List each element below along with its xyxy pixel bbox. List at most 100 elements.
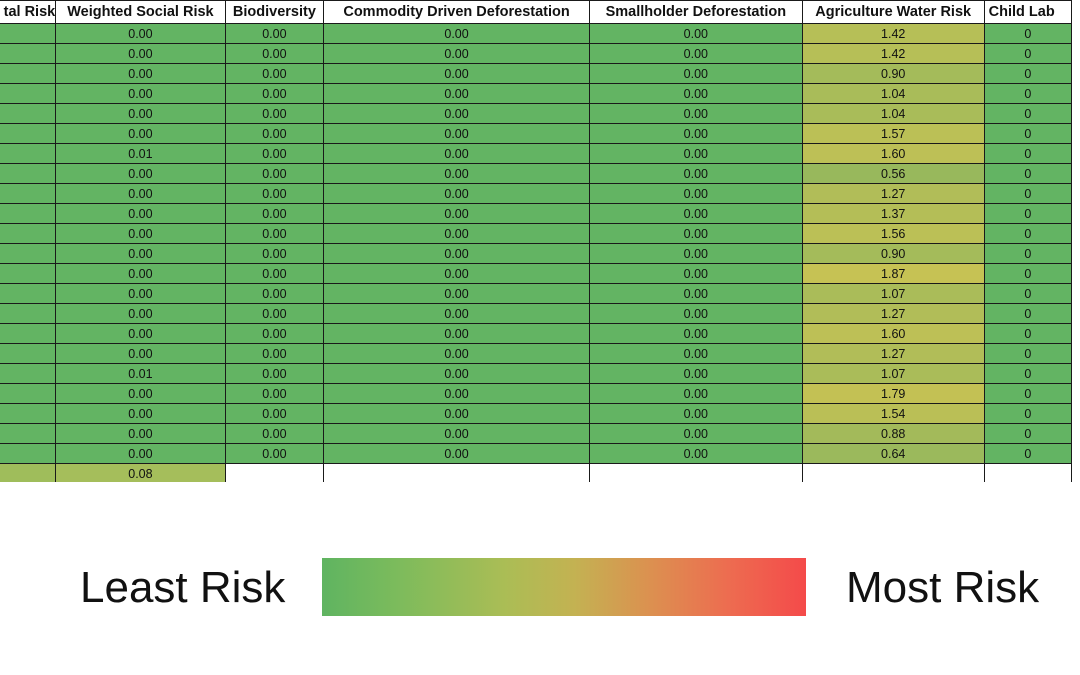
child-cell[interactable]: 0 <box>983 403 1073 424</box>
social-cell[interactable]: 0.00 <box>55 283 226 304</box>
water-cell[interactable]: 1.27 <box>801 183 985 204</box>
commodity-cell[interactable]: 0.00 <box>323 303 590 324</box>
env-risk-cell[interactable] <box>0 403 57 424</box>
child-cell[interactable]: 0 <box>983 103 1073 124</box>
env-risk-cell[interactable] <box>0 103 57 124</box>
commodity-cell[interactable]: 0.00 <box>323 383 590 404</box>
bio-cell[interactable]: 0.00 <box>224 143 325 164</box>
commodity-cell[interactable]: 0.00 <box>323 63 590 84</box>
bio-cell[interactable]: 0.00 <box>224 423 325 444</box>
bio-cell[interactable]: 0.00 <box>224 43 325 64</box>
commodity-cell[interactable]: 0.00 <box>323 43 590 64</box>
env-risk-cell[interactable] <box>0 163 57 184</box>
water-cell[interactable]: 0.56 <box>801 163 985 184</box>
child-cell[interactable]: 0 <box>983 343 1073 364</box>
smallholder-cell[interactable]: 0.00 <box>588 203 803 224</box>
smallholder-cell[interactable]: 0.00 <box>588 163 803 184</box>
water-cell[interactable]: 1.56 <box>801 223 985 244</box>
header-cell[interactable]: Agriculture Water Risk <box>801 0 985 24</box>
header-cell[interactable]: tal Risk <box>0 0 57 24</box>
smallholder-cell[interactable]: 0.00 <box>588 103 803 124</box>
child-cell[interactable]: 0 <box>983 23 1073 44</box>
env-risk-cell[interactable] <box>0 443 57 464</box>
water-cell[interactable]: 1.60 <box>801 143 985 164</box>
empty-cell[interactable] <box>983 463 1073 482</box>
commodity-cell[interactable]: 0.00 <box>323 123 590 144</box>
water-cell[interactable]: 1.57 <box>801 123 985 144</box>
smallholder-cell[interactable]: 0.00 <box>588 343 803 364</box>
env-risk-cell[interactable] <box>0 243 57 264</box>
social-cell[interactable]: 0.00 <box>55 443 226 464</box>
commodity-cell[interactable]: 0.00 <box>323 183 590 204</box>
child-cell[interactable]: 0 <box>983 363 1073 384</box>
smallholder-cell[interactable]: 0.00 <box>588 423 803 444</box>
water-cell[interactable]: 1.27 <box>801 343 985 364</box>
water-cell[interactable]: 1.42 <box>801 23 985 44</box>
env-risk-cell[interactable] <box>0 63 57 84</box>
commodity-cell[interactable]: 0.00 <box>323 443 590 464</box>
child-cell[interactable]: 0 <box>983 183 1073 204</box>
header-cell[interactable]: Smallholder Deforestation <box>588 0 803 24</box>
empty-cell[interactable] <box>588 463 803 482</box>
smallholder-cell[interactable]: 0.00 <box>588 123 803 144</box>
total-social-cell[interactable]: 0.08 <box>55 463 226 482</box>
bio-cell[interactable]: 0.00 <box>224 163 325 184</box>
bio-cell[interactable]: 0.00 <box>224 83 325 104</box>
smallholder-cell[interactable]: 0.00 <box>588 183 803 204</box>
env-risk-cell[interactable] <box>0 423 57 444</box>
social-cell[interactable]: 0.00 <box>55 323 226 344</box>
env-risk-cell[interactable] <box>0 203 57 224</box>
smallholder-cell[interactable]: 0.00 <box>588 403 803 424</box>
bio-cell[interactable]: 0.00 <box>224 123 325 144</box>
child-cell[interactable]: 0 <box>983 123 1073 144</box>
commodity-cell[interactable]: 0.00 <box>323 223 590 244</box>
child-cell[interactable]: 0 <box>983 323 1073 344</box>
smallholder-cell[interactable]: 0.00 <box>588 443 803 464</box>
env-risk-cell[interactable] <box>0 23 57 44</box>
bio-cell[interactable]: 0.00 <box>224 443 325 464</box>
commodity-cell[interactable]: 0.00 <box>323 283 590 304</box>
social-cell[interactable]: 0.00 <box>55 423 226 444</box>
child-cell[interactable]: 0 <box>983 163 1073 184</box>
env-risk-cell[interactable] <box>0 343 57 364</box>
social-cell[interactable]: 0.00 <box>55 383 226 404</box>
water-cell[interactable]: 0.64 <box>801 443 985 464</box>
commodity-cell[interactable]: 0.00 <box>323 403 590 424</box>
child-cell[interactable]: 0 <box>983 63 1073 84</box>
water-cell[interactable]: 1.37 <box>801 203 985 224</box>
bio-cell[interactable]: 0.00 <box>224 203 325 224</box>
commodity-cell[interactable]: 0.00 <box>323 23 590 44</box>
env-risk-cell[interactable] <box>0 303 57 324</box>
smallholder-cell[interactable]: 0.00 <box>588 83 803 104</box>
smallholder-cell[interactable]: 0.00 <box>588 283 803 304</box>
water-cell[interactable]: 1.60 <box>801 323 985 344</box>
child-cell[interactable]: 0 <box>983 83 1073 104</box>
smallholder-cell[interactable]: 0.00 <box>588 23 803 44</box>
commodity-cell[interactable]: 0.00 <box>323 203 590 224</box>
header-cell[interactable]: Biodiversity <box>224 0 325 24</box>
env-risk-cell[interactable] <box>0 143 57 164</box>
social-cell[interactable]: 0.00 <box>55 163 226 184</box>
smallholder-cell[interactable]: 0.00 <box>588 263 803 284</box>
bio-cell[interactable]: 0.00 <box>224 323 325 344</box>
env-risk-cell[interactable] <box>0 323 57 344</box>
smallholder-cell[interactable]: 0.00 <box>588 363 803 384</box>
bio-cell[interactable]: 0.00 <box>224 223 325 244</box>
env-risk-cell[interactable] <box>0 283 57 304</box>
social-cell[interactable]: 0.00 <box>55 103 226 124</box>
commodity-cell[interactable]: 0.00 <box>323 143 590 164</box>
bio-cell[interactable]: 0.00 <box>224 103 325 124</box>
water-cell[interactable]: 0.88 <box>801 423 985 444</box>
bio-cell[interactable]: 0.00 <box>224 63 325 84</box>
child-cell[interactable]: 0 <box>983 223 1073 244</box>
water-cell[interactable]: 1.79 <box>801 383 985 404</box>
bio-cell[interactable]: 0.00 <box>224 383 325 404</box>
social-cell[interactable]: 0.00 <box>55 83 226 104</box>
social-cell[interactable]: 0.00 <box>55 43 226 64</box>
bio-cell[interactable]: 0.00 <box>224 343 325 364</box>
commodity-cell[interactable]: 0.00 <box>323 103 590 124</box>
smallholder-cell[interactable]: 0.00 <box>588 223 803 244</box>
water-cell[interactable]: 1.54 <box>801 403 985 424</box>
child-cell[interactable]: 0 <box>983 383 1073 404</box>
child-cell[interactable]: 0 <box>983 43 1073 64</box>
